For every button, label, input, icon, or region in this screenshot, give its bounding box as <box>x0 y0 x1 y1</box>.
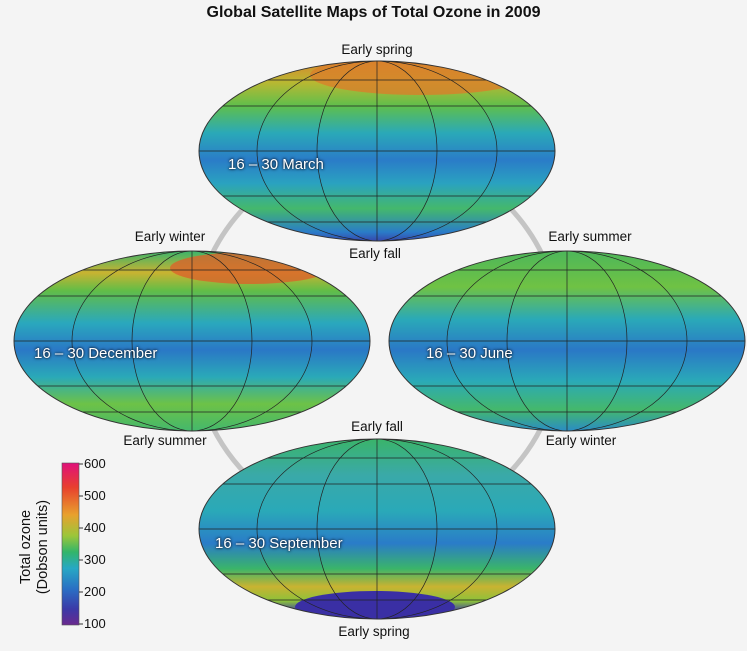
colorbar-tick-600: 600 <box>84 456 106 471</box>
december-top-label: Early winter <box>134 229 206 244</box>
map-june <box>389 251 745 431</box>
colorbar-label-line2: (Dobson units) <box>35 499 51 595</box>
december-bottom-label: Early summer <box>123 433 207 448</box>
june-date-label: 16 – 30 June <box>426 345 513 362</box>
march-top-label: Early spring <box>341 42 413 57</box>
map-march <box>199 61 555 241</box>
june-top-label: Early summer <box>548 229 632 244</box>
colorbar-tick-100: 100 <box>84 616 106 631</box>
figure-title: Global Satellite Maps of Total Ozone in … <box>206 4 541 21</box>
june-bottom-label: Early winter <box>545 433 617 448</box>
colorbar-tick-400: 400 <box>84 520 106 535</box>
colorbar-tick-500: 500 <box>84 488 106 503</box>
march-bottom-label: Early fall <box>349 246 401 261</box>
september-bottom-label: Early spring <box>338 624 410 639</box>
colorbar-tick-200: 200 <box>84 584 106 599</box>
september-date-label: 16 – 30 September <box>215 535 343 552</box>
december-date-label: 16 – 30 December <box>34 345 158 362</box>
march-date-label: 16 – 30 March <box>228 156 324 173</box>
colorbar <box>61 462 80 626</box>
colorbar-tick-300: 300 <box>84 552 106 567</box>
map-september <box>199 439 555 619</box>
colorbar-label: Total ozone (Dobson units) <box>18 489 58 605</box>
map-december <box>14 251 370 431</box>
colorbar-label-line1: Total ozone <box>18 509 34 585</box>
september-top-label: Early fall <box>351 419 403 434</box>
